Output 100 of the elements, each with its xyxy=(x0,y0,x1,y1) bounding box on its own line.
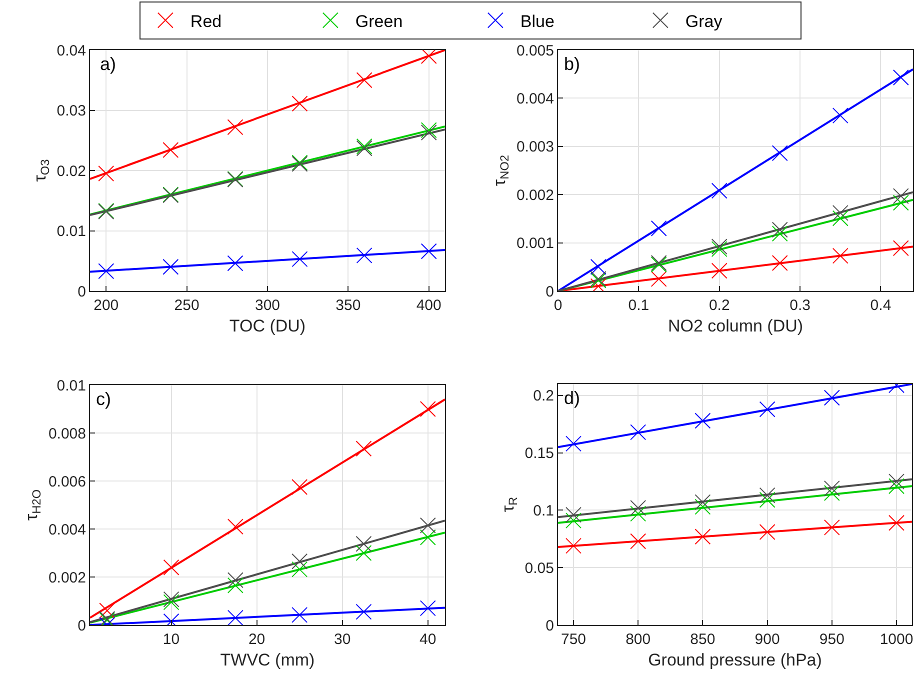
x-tick-label: 950 xyxy=(819,631,844,648)
x-tick-label: 250 xyxy=(174,297,200,314)
point xyxy=(832,204,848,221)
point xyxy=(227,518,244,535)
point xyxy=(420,401,436,417)
point xyxy=(292,553,308,570)
point xyxy=(356,247,372,264)
point xyxy=(888,514,904,531)
point xyxy=(892,188,909,204)
point xyxy=(292,96,308,112)
x-tick-label: 900 xyxy=(754,631,780,648)
y-tick-label: 0.008 xyxy=(48,425,86,442)
point xyxy=(711,182,728,199)
point xyxy=(759,401,776,418)
point xyxy=(566,436,582,452)
x-axis-title: TWVC (mm) xyxy=(220,650,315,670)
point xyxy=(711,262,728,279)
point xyxy=(292,479,308,495)
point xyxy=(227,119,244,136)
point xyxy=(772,222,788,238)
y-tick-label: 0.05 xyxy=(524,560,554,577)
point xyxy=(694,494,711,510)
annotation: d) xyxy=(564,388,580,408)
point xyxy=(832,108,848,124)
point xyxy=(630,533,646,550)
x-axis-title: TOC (DU) xyxy=(229,316,306,336)
point xyxy=(566,538,582,554)
point xyxy=(356,604,372,620)
point xyxy=(420,50,437,64)
y-tick-label: 0.004 xyxy=(516,90,554,108)
point xyxy=(630,506,646,522)
point xyxy=(759,492,776,508)
point xyxy=(227,572,244,588)
y-tick-label: 0.03 xyxy=(56,102,86,120)
point xyxy=(292,606,308,623)
point xyxy=(694,412,711,429)
point xyxy=(694,528,711,545)
x-tick-label: 30 xyxy=(334,631,351,648)
x-tick-label: 850 xyxy=(690,631,716,648)
point xyxy=(650,270,667,287)
point xyxy=(163,591,180,608)
x-tick-label: 350 xyxy=(336,297,361,314)
y-tick-label: 0.04 xyxy=(56,42,86,60)
y-tick-label: 0.1 xyxy=(533,502,554,520)
point xyxy=(590,258,606,275)
point xyxy=(892,240,909,256)
point xyxy=(892,69,909,86)
x-tick-label: 0.1 xyxy=(628,297,650,314)
x-tick-label: 40 xyxy=(420,631,436,648)
y-tick-label: 0 xyxy=(78,617,86,634)
y-tick-label: 0 xyxy=(546,617,554,634)
point xyxy=(292,251,308,268)
x-tick-label: 10 xyxy=(162,631,180,648)
annotation: b) xyxy=(564,54,580,74)
point xyxy=(832,248,848,264)
x-tick-label: 750 xyxy=(560,631,586,648)
point xyxy=(824,519,840,536)
x-tick-label: 0.4 xyxy=(870,297,892,314)
y-tick-label: 0.2 xyxy=(533,388,554,405)
point xyxy=(630,424,646,440)
point xyxy=(888,474,904,490)
y-tick-label: 0.006 xyxy=(48,473,86,490)
y-tick-label: 0.01 xyxy=(56,223,86,240)
x-tick-label: 0.2 xyxy=(708,297,730,314)
point xyxy=(99,602,116,619)
x-axis-title: NO2 column (DU) xyxy=(668,316,804,336)
point xyxy=(824,480,840,496)
point xyxy=(356,72,372,88)
point xyxy=(163,594,180,610)
point xyxy=(759,524,776,540)
point xyxy=(772,145,788,162)
point xyxy=(832,210,848,226)
point xyxy=(292,561,308,578)
x-tick-label: 20 xyxy=(248,631,266,648)
point xyxy=(759,487,776,504)
legend-label: Red xyxy=(190,12,222,31)
point xyxy=(630,500,646,516)
point xyxy=(162,142,179,158)
x-tick-label: 0.3 xyxy=(790,297,810,314)
point xyxy=(772,226,788,242)
point xyxy=(356,545,372,561)
point xyxy=(356,440,372,457)
point xyxy=(694,498,711,515)
y-tick-label: 0.004 xyxy=(48,521,86,538)
y-tick-label: 0.001 xyxy=(516,235,554,252)
y-tick-label: 0.15 xyxy=(524,445,554,462)
point xyxy=(420,600,436,616)
point xyxy=(650,220,667,236)
point xyxy=(824,390,840,406)
y-tick-label: 0 xyxy=(546,283,554,300)
x-tick-label: 1000 xyxy=(880,631,914,648)
annotation: c) xyxy=(96,389,111,409)
legend-label: Gray xyxy=(685,12,723,31)
y-tick-label: 0 xyxy=(78,283,86,300)
point xyxy=(162,258,179,275)
y-tick-label: 0.002 xyxy=(48,569,86,586)
y-tick-label: 0.002 xyxy=(516,186,554,204)
point xyxy=(420,243,437,260)
point xyxy=(227,577,244,594)
point xyxy=(824,485,840,502)
